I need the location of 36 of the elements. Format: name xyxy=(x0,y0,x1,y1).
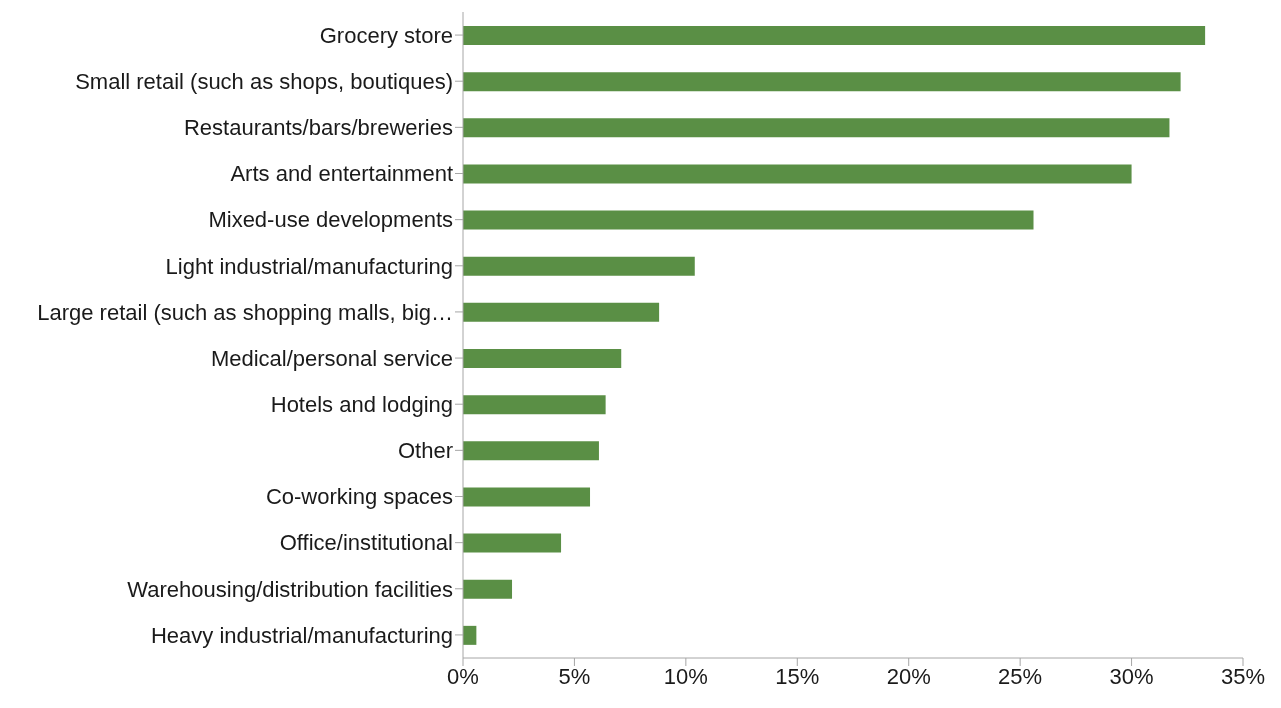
bar xyxy=(463,26,1206,45)
y-tick-label: Mixed-use developments xyxy=(208,207,453,233)
y-tick-label: Other xyxy=(397,438,453,464)
y-tick-label: Hotels and lodging xyxy=(270,392,453,418)
bar xyxy=(463,395,606,415)
y-tick-label: Grocery store xyxy=(319,22,453,48)
bar xyxy=(463,625,477,645)
bar xyxy=(463,164,1132,184)
y-tick-label: Co-working spaces xyxy=(265,484,453,510)
x-tick-label: 0% xyxy=(447,663,479,689)
bar xyxy=(463,349,622,368)
y-tick-label: Arts and entertainment xyxy=(230,161,453,187)
y-tick-label: Office/institutional xyxy=(279,530,453,556)
bar xyxy=(463,441,599,461)
x-tick-label: 30% xyxy=(1109,663,1154,689)
x-tick-label: 10% xyxy=(663,663,708,689)
bar xyxy=(463,533,562,553)
bar xyxy=(463,118,1170,138)
x-tick-label: 35% xyxy=(1220,663,1266,689)
x-tick-label: 25% xyxy=(998,663,1043,689)
x-tick-label: 15% xyxy=(775,663,820,689)
bar xyxy=(463,487,591,507)
y-tick-label: Large retail (such as shopping malls, big… xyxy=(37,299,453,325)
bar xyxy=(463,302,660,322)
y-tick-label: Warehousing/distribution facilities xyxy=(127,576,453,602)
bar xyxy=(463,579,513,599)
y-tick-label: Medical/personal service xyxy=(210,345,453,371)
y-tick-label: Small retail (such as shops, boutiques) xyxy=(75,69,453,95)
bar xyxy=(463,210,1034,230)
y-tick-label: Heavy industrial/manufacturing xyxy=(150,622,453,648)
y-tick-label: Restaurants/bars/breweries xyxy=(183,115,453,141)
bar xyxy=(463,256,695,276)
y-tick-label: Light industrial/manufacturing xyxy=(165,253,453,279)
bar xyxy=(463,72,1181,92)
x-tick-label: 5% xyxy=(558,663,591,689)
x-tick-label: 20% xyxy=(886,663,931,689)
